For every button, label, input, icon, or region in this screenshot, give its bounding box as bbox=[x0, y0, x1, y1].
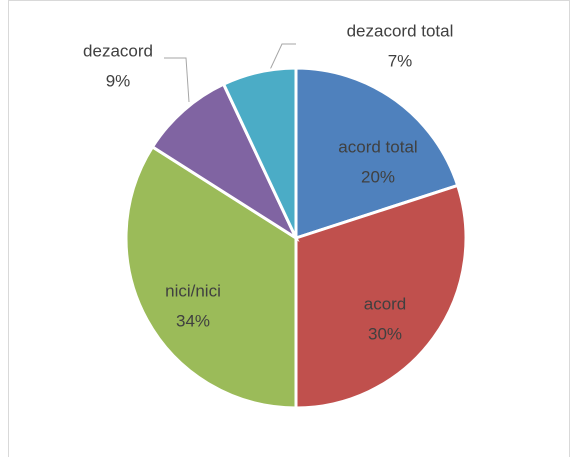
leader-line bbox=[267, 43, 296, 75]
slice-label: acord bbox=[364, 294, 407, 313]
pie-slice bbox=[150, 82, 300, 243]
pie-slice bbox=[294, 66, 460, 241]
slice-value: 20% bbox=[361, 167, 395, 186]
slice-value: 30% bbox=[368, 324, 402, 343]
slice-label: acord total bbox=[338, 137, 417, 156]
slice-value: 34% bbox=[176, 311, 210, 330]
pie-slice bbox=[221, 66, 298, 239]
slice-value: 9% bbox=[106, 71, 131, 90]
pie-slice bbox=[294, 183, 468, 410]
slice-label: nici/nici bbox=[165, 281, 221, 300]
slice-label: dezacord bbox=[83, 41, 153, 60]
leader-line bbox=[164, 57, 190, 103]
slice-value: 7% bbox=[388, 51, 413, 70]
slice-label: dezacord total bbox=[347, 21, 454, 40]
